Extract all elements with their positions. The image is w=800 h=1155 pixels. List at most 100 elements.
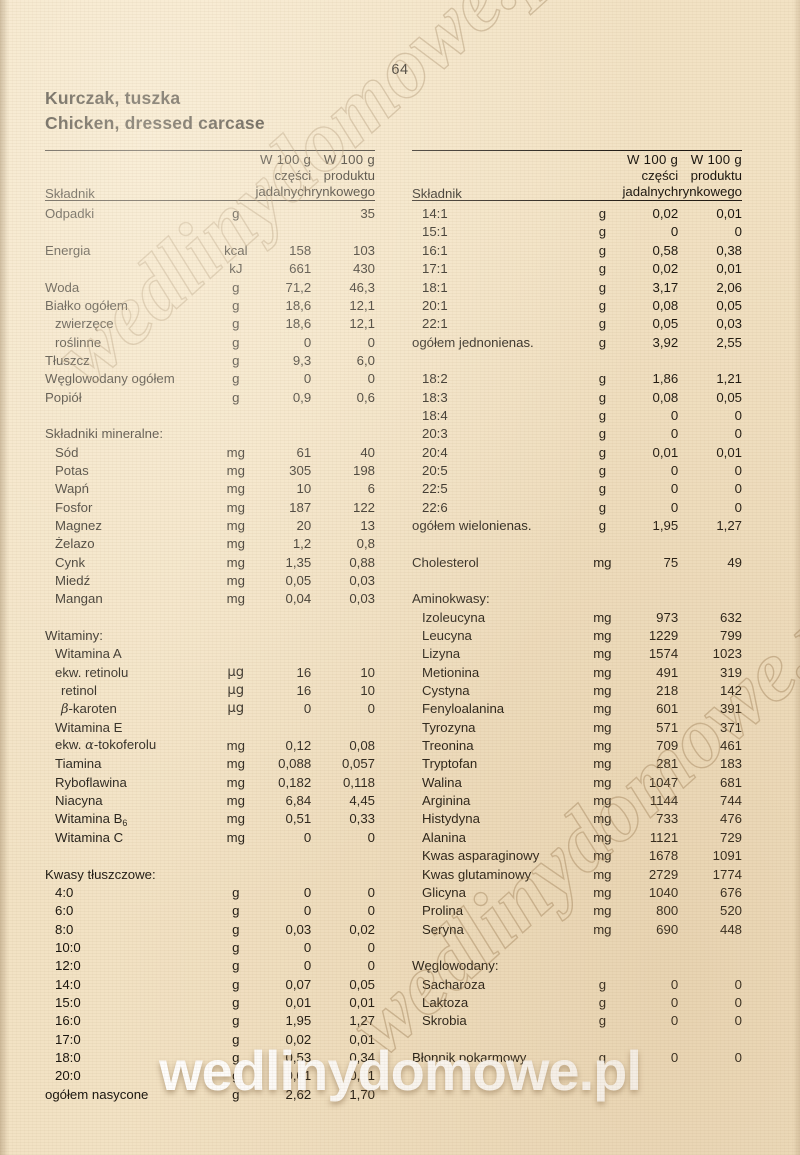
row-ingredient-name: Popiół — [45, 389, 82, 405]
row-unit: mg — [593, 701, 612, 717]
table-header-right: Składnik W 100 g części jadalnych W 100 … — [412, 150, 742, 202]
row-unit: g — [232, 884, 240, 900]
row-unit: mg — [593, 683, 612, 699]
header-ingredient-label: Składnik — [45, 185, 95, 201]
header-market-line3-right: rynkowego — [678, 184, 742, 199]
page-title-english: Chicken, dressed carcase — [45, 113, 265, 133]
row-value-edible-part: 0 — [303, 939, 312, 955]
table-row: 22:1 g 0,05 0,03 — [412, 312, 742, 330]
row-unit: mg — [593, 884, 612, 900]
header-market-line1-right: W 100 g — [690, 152, 742, 167]
row-ingredient-name: Magnez — [55, 517, 102, 533]
table-row: 20:0 g 0,01 0,01 — [45, 1064, 375, 1082]
row-unit: mg — [226, 554, 245, 570]
table-row: 20:1 g 0,08 0,05 — [412, 294, 742, 312]
row-value-edible-part: 218 — [656, 683, 679, 699]
row-ingredient-name: Ryboflawina — [55, 774, 127, 790]
table-row: Seryna mg 690 448 — [412, 917, 742, 935]
row-unit: mg — [593, 903, 612, 919]
table-row: Arginina mg 1144 744 — [412, 789, 742, 807]
row-ingredient-name: Witamina C — [55, 829, 124, 845]
row-value-market-product: 1,27 — [349, 1013, 375, 1029]
row-value-market-product: 461 — [719, 738, 742, 754]
row-unit: g — [598, 462, 607, 478]
row-ingredient-name: Prolina — [422, 903, 464, 919]
row-value-market-product: 0,05 — [349, 976, 375, 992]
row-ingredient-name: 20:3 — [422, 426, 448, 442]
row-value-edible-part: 0 — [670, 1013, 679, 1029]
row-value-market-product — [311, 422, 375, 440]
row-ingredient-name: 16:0 — [55, 1013, 81, 1029]
row-ingredient-name: ogółem wielonienas. — [412, 517, 532, 533]
row-value-market-product: 0,33 — [349, 811, 375, 827]
row-value-market-product: 0 — [734, 499, 742, 515]
row-unit — [583, 587, 621, 605]
row-ingredient-name: Histydyna — [422, 811, 480, 827]
table-row: Białko ogółem g 18,6 12,1 — [45, 294, 375, 312]
row-ingredient-name: 22:5 — [422, 481, 448, 497]
table-row: Fosfor mg 187 122 — [45, 496, 375, 513]
row-ingredient-name: β-karoten — [61, 700, 117, 717]
row-unit: g — [232, 389, 240, 405]
row-ingredient-name: ekw. α-tokoferolu — [55, 737, 157, 754]
row-unit: g — [232, 334, 240, 350]
row-ingredient-name: Skrobia — [422, 1013, 467, 1029]
row-value-edible-part: 158 — [289, 242, 312, 258]
row-value-market-product: 0,01 — [349, 994, 375, 1010]
row-ingredient-name: 14:0 — [55, 976, 81, 992]
table-row: 18:3 g 0,08 0,05 — [412, 385, 742, 403]
row-unit: g — [598, 407, 607, 423]
section-label: Witaminy: — [45, 628, 103, 644]
table-row: Leucyna mg 1229 799 — [412, 624, 742, 642]
row-value-edible-part: 2,62 — [285, 1086, 312, 1102]
row-value-edible-part: 0 — [303, 903, 312, 919]
table-body-left: Odpadki g 35 Energia kcal 158 103 kJ 661 430 Woda g… — [45, 202, 375, 1101]
row-value-edible-part: 0,01 — [285, 994, 312, 1010]
row-value-market-product: 799 — [719, 628, 742, 644]
table-row: Tryptofan mg 281 183 — [412, 752, 742, 770]
row-unit: mg — [593, 756, 612, 772]
row-unit: g — [598, 316, 607, 332]
row-unit: g — [598, 426, 607, 442]
row-value-edible-part: 0 — [670, 499, 679, 515]
row-ingredient-name: 18:0 — [55, 1049, 81, 1065]
table-row: 20:5 g 0 0 — [412, 459, 742, 477]
row-value-edible-part: 1,35 — [285, 554, 312, 570]
row-ingredient-name: Fenyloalanina — [422, 701, 505, 717]
table-row: Kwas glutaminowy mg 2729 1774 — [412, 862, 742, 880]
row-value-edible-part: 1574 — [648, 646, 679, 662]
row-ingredient-name: Sacharoza — [422, 976, 486, 992]
table-row: Tyrozyna mg 571 371 — [412, 716, 742, 734]
table-row: Laktoza g 0 0 — [412, 991, 742, 1009]
row-ingredient-name: Tiamina — [55, 756, 102, 772]
row-value-edible-part: 20 — [296, 517, 312, 533]
row-unit: µg — [227, 664, 245, 680]
row-value-edible-part: 1,2 — [292, 536, 312, 552]
row-value-edible-part: 1040 — [648, 884, 679, 900]
table-row: 22:5 g 0 0 — [412, 477, 742, 495]
table-row: 18:1 g 3,17 2,06 — [412, 275, 742, 293]
table-row: β-karoten µg 0 0 — [45, 697, 375, 715]
row-value-market-product: 729 — [719, 829, 742, 845]
row-unit: g — [232, 297, 240, 313]
row-value-market-product: 0,88 — [349, 554, 375, 570]
header-edible-line1: W 100 g — [259, 152, 312, 167]
row-ingredient-name: Kwas glutaminowy — [422, 866, 532, 882]
row-ingredient-name: Lizyna — [422, 646, 461, 662]
row-unit: g — [598, 297, 607, 313]
table-row: Węglowodany ogółem g 0 0 — [45, 367, 375, 385]
table-section-header-row: Składniki mineralne: — [45, 422, 375, 440]
header-unit-spacer — [217, 152, 254, 201]
row-unit: mg — [593, 866, 612, 882]
row-ingredient-name: 17:1 — [422, 261, 448, 277]
row-ingredient-name: Niacyna — [55, 793, 103, 809]
row-value-market-product: 0,01 — [716, 206, 742, 222]
table-row: Skrobia g 0 0 — [412, 1009, 742, 1027]
row-value-edible-part: 0,05 — [652, 316, 679, 332]
row-unit: g — [598, 1049, 607, 1065]
row-unit: mg — [226, 774, 245, 790]
row-value-edible-part: 800 — [656, 903, 679, 919]
row-ingredient-name: Izoleucyna — [422, 609, 486, 625]
row-value-edible-part: 0 — [303, 371, 312, 387]
table-row: 16:0 g 1,95 1,27 — [45, 1009, 375, 1027]
